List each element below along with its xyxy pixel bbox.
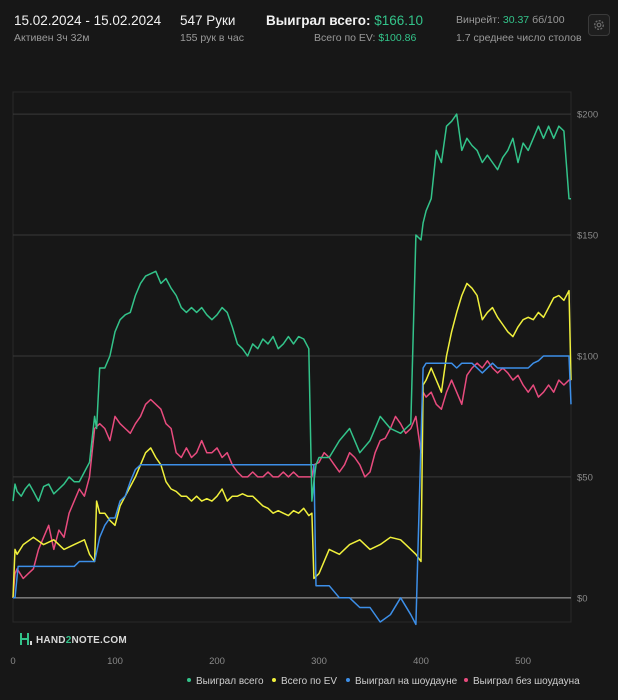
y-tick-label: $200 xyxy=(577,110,598,121)
logo-icon xyxy=(20,632,32,649)
legend-dot xyxy=(187,678,191,683)
series-line-non_showdown xyxy=(12,360,571,598)
winrate-unit: бб/100 xyxy=(532,14,565,26)
date-range: 15.02.2024 - 15.02.2024 xyxy=(14,13,162,28)
ev-total-value: $100.86 xyxy=(378,32,417,44)
logo-text-3: NOTE.COM xyxy=(71,635,127,647)
gear-icon xyxy=(593,19,605,31)
header: 15.02.2024 - 15.02.2024 Активен 3ч 32м 5… xyxy=(0,0,618,60)
x-tick-label: 100 xyxy=(107,656,123,667)
legend-item-non-showdown[interactable]: Выиграл без шоудауна xyxy=(464,676,580,687)
legend-item-won-total[interactable]: Выиграл всего xyxy=(187,676,264,687)
hands-count: 547 Руки xyxy=(180,13,236,28)
active-time: Активен 3ч 32м xyxy=(14,32,90,44)
legend-item-ev[interactable]: Всего по EV xyxy=(272,676,337,687)
axes: $0 $50 $100 $150 $200 0 100 200 300 400 500 xyxy=(10,110,598,667)
x-tick-label: 200 xyxy=(209,656,225,667)
settings-button[interactable] xyxy=(588,14,610,36)
won-total-value: $166.10 xyxy=(374,13,424,28)
hand2note-logo: HAND2NOTE.COM xyxy=(20,632,127,649)
legend-dot xyxy=(272,678,276,683)
pnl-chart: $0 $50 $100 $150 $200 0 100 200 300 400 500 xyxy=(10,91,598,667)
series xyxy=(12,113,572,626)
x-tick-label: 0 xyxy=(10,656,15,667)
logo-text-2: 2 xyxy=(65,635,72,647)
series-line-won_total xyxy=(12,113,571,502)
series-line-showdown xyxy=(13,355,572,626)
series-line-ev xyxy=(12,282,572,598)
chart-legend: Выиграл всего Всего по EV Выиграл на шоу… xyxy=(0,676,618,692)
hands-per-hour: 155 рук в час xyxy=(180,32,244,44)
legend-dot xyxy=(346,678,350,683)
avg-tables: 1.7 среднее число столов xyxy=(456,32,582,44)
legend-label: Всего по EV xyxy=(281,676,338,687)
x-tick-label: 500 xyxy=(515,656,531,667)
x-tick-label: 300 xyxy=(311,656,327,667)
winrate-value: 30.37 xyxy=(502,14,530,26)
logo-text-1: HAND xyxy=(36,635,66,647)
winrate-label: Винрейт: xyxy=(456,14,500,26)
legend-dot xyxy=(464,678,468,683)
legend-label: Выиграл на шоудауне xyxy=(355,676,458,687)
grid xyxy=(12,91,572,623)
legend-item-showdown[interactable]: Выиграл на шоудауне xyxy=(346,676,457,687)
y-tick-label: $100 xyxy=(577,351,598,362)
y-tick-label: $0 xyxy=(577,593,588,604)
won-total-label: Выиграл всего: xyxy=(266,13,371,28)
winrate: Винрейт: 30.37 бб/100 xyxy=(456,14,565,26)
ev-total-label: Всего по EV: xyxy=(314,32,376,44)
y-tick-label: $50 xyxy=(577,472,593,483)
y-tick-label: $150 xyxy=(577,231,598,242)
won-total: Выиграл всего: $166.10 xyxy=(266,13,423,28)
x-tick-label: 400 xyxy=(413,656,429,667)
legend-label: Выиграл всего xyxy=(196,676,264,687)
ev-total: Всего по EV: $100.86 xyxy=(314,32,416,44)
plot-frame xyxy=(12,91,572,623)
legend-label: Выиграл без шоудауна xyxy=(473,676,580,687)
